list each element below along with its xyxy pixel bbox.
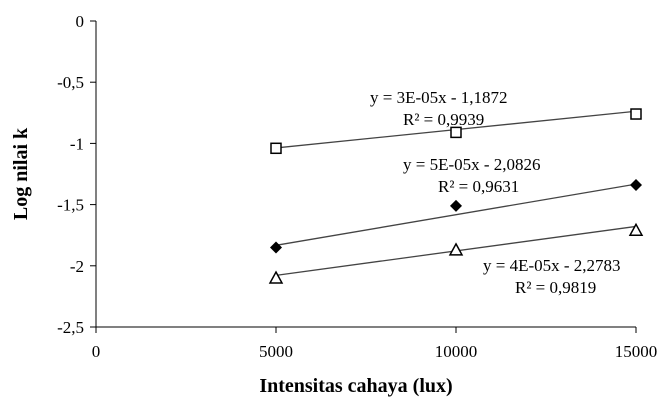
y-tick-label: -0,5 xyxy=(57,73,84,92)
triangle-marker xyxy=(448,242,464,256)
markers xyxy=(268,108,644,284)
diamond-marker xyxy=(450,199,462,212)
square-marker xyxy=(630,108,642,120)
y-axis-title: Log nilai k xyxy=(10,127,32,220)
x-tick-label: 10000 xyxy=(435,342,478,361)
y-tick-label: -2,5 xyxy=(57,318,84,337)
y-tick-label: -1 xyxy=(70,134,84,153)
x-tick-label: 0 xyxy=(92,342,101,361)
x-axis-title: Intensitas cahaya (lux) xyxy=(259,375,452,397)
labels: y = 3E-05x - 1,1872 R² = 0,9939 y = 5E-05x… xyxy=(370,88,621,297)
r-squared-label: R² = 0,9819 xyxy=(515,278,596,297)
square-marker xyxy=(450,126,462,139)
trendline xyxy=(275,183,637,246)
triangle-marker xyxy=(268,270,284,284)
r-squared-label: R² = 0,9939 xyxy=(403,110,484,129)
diamond-marker xyxy=(630,179,642,192)
y-tick-label: -1,5 xyxy=(57,196,84,215)
axes: 0 -0,5 -1 -1,5 -2 -2,5 0 5000 10000 15000 Intensit… xyxy=(10,12,657,397)
triangle-marker xyxy=(628,222,644,237)
trendline-equation: y = 3E-05x - 1,1872 xyxy=(370,88,508,107)
diamond-marker xyxy=(270,241,282,254)
r-squared-label: R² = 0,9631 xyxy=(438,177,519,196)
x-tick-label: 15000 xyxy=(615,342,658,361)
trendline-equation: y = 5E-05x - 2,0826 xyxy=(403,155,541,174)
y-tick-label: 0 xyxy=(76,12,85,31)
square-marker xyxy=(270,142,282,155)
trendline-equation: y = 4E-05x - 2,2783 xyxy=(483,256,621,275)
x-tick-label: 5000 xyxy=(259,342,293,361)
y-tick-label: -2 xyxy=(70,257,84,276)
